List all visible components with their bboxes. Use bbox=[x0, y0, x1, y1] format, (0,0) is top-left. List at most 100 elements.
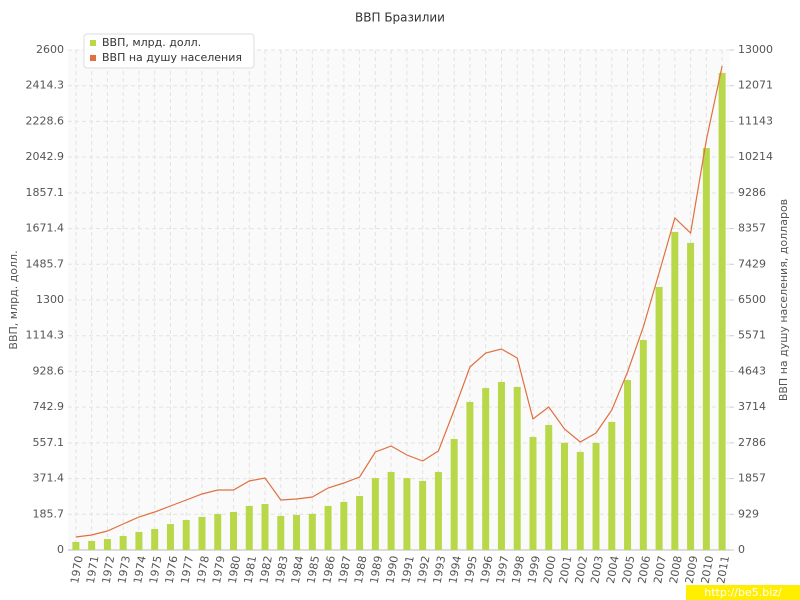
y2-tick-label: 3714 bbox=[738, 400, 766, 413]
bar bbox=[119, 535, 127, 550]
bar bbox=[482, 388, 490, 550]
bar bbox=[529, 436, 537, 550]
y-tick-label: 2042.9 bbox=[26, 150, 65, 163]
x-tick-label: 1976 bbox=[163, 555, 181, 585]
bar bbox=[624, 380, 632, 550]
bar bbox=[277, 515, 285, 550]
x-tick-label: 2007 bbox=[651, 555, 669, 585]
x-tick-label: 1970 bbox=[68, 555, 86, 585]
bar bbox=[151, 529, 159, 550]
x-tick-label: 1993 bbox=[431, 555, 449, 585]
y-tick-label: 2228.6 bbox=[26, 114, 65, 127]
x-tick-label: 1989 bbox=[368, 555, 386, 585]
bar bbox=[371, 478, 379, 550]
x-tick-label: 1994 bbox=[446, 555, 464, 585]
x-tick-label: 1998 bbox=[509, 555, 527, 585]
x-tick-label: 2011 bbox=[714, 555, 732, 585]
bar bbox=[497, 381, 505, 550]
x-tick-label: 2000 bbox=[541, 555, 559, 585]
x-tick-label: 1992 bbox=[415, 555, 433, 585]
y-tick-label: 2600 bbox=[36, 43, 64, 56]
bar bbox=[434, 471, 442, 550]
legend: ВВП, млрд. долл. ВВП на душу населения bbox=[83, 33, 255, 69]
y2-tick-label: 8357 bbox=[738, 222, 766, 235]
x-tick-label: 2005 bbox=[620, 555, 638, 585]
bar bbox=[88, 540, 96, 550]
x-tick-label: 2009 bbox=[683, 555, 701, 585]
bar bbox=[72, 541, 80, 550]
y2-tick-label: 0 bbox=[738, 543, 745, 556]
bar bbox=[387, 471, 395, 550]
y-tick-label: 1671.4 bbox=[26, 222, 65, 235]
bar bbox=[308, 513, 316, 550]
x-tick-label: 1974 bbox=[131, 555, 149, 585]
y2-tick-label: 929 bbox=[738, 507, 759, 520]
x-tick-label: 1999 bbox=[525, 555, 543, 585]
bar bbox=[718, 72, 726, 550]
x-tick-label: 1988 bbox=[352, 555, 370, 585]
x-tick-label: 1982 bbox=[257, 555, 275, 585]
bar bbox=[608, 421, 616, 550]
line bbox=[75, 65, 723, 538]
bar bbox=[324, 505, 332, 550]
y2-tick-label: 1857 bbox=[738, 472, 766, 485]
x-tick-label: 1996 bbox=[478, 555, 496, 585]
y-tick-label: 928.6 bbox=[33, 364, 65, 377]
bar bbox=[230, 511, 237, 550]
x-tick-label: 1971 bbox=[84, 555, 102, 585]
legend-box bbox=[83, 33, 255, 69]
y-tick-label: 1114.3 bbox=[26, 329, 65, 342]
x-tick-label: 1995 bbox=[462, 555, 480, 585]
watermark-bg bbox=[686, 585, 800, 600]
y2-tick-label: 10214 bbox=[738, 150, 773, 163]
bar bbox=[671, 231, 679, 550]
bar bbox=[293, 515, 301, 550]
y2-tick-label: 5571 bbox=[738, 329, 766, 342]
y2-tick-label: 7429 bbox=[738, 257, 766, 270]
y2-tick-label: 11143 bbox=[738, 114, 773, 127]
y2-tick-label: 9286 bbox=[738, 186, 766, 199]
y2-axis-label: ВВП на душу населения, долларов bbox=[777, 199, 790, 401]
x-tick-label: 1973 bbox=[115, 555, 133, 585]
x-tick-label: 1986 bbox=[320, 555, 338, 585]
x-tick-label: 1979 bbox=[210, 555, 228, 585]
x-tick-label: 2004 bbox=[604, 555, 622, 585]
legend-swatch bbox=[90, 55, 96, 61]
x-tick-label: 1980 bbox=[226, 555, 244, 585]
bar bbox=[198, 516, 206, 550]
x-tick-label: 1991 bbox=[399, 555, 417, 585]
bar bbox=[513, 386, 521, 550]
watermark: http://be5.biz/ bbox=[704, 586, 782, 599]
x-tick-label: 1985 bbox=[305, 555, 323, 585]
x-tick-label: 2003 bbox=[588, 555, 606, 585]
x-tick-label: 1984 bbox=[289, 555, 307, 585]
legend-label: ВВП, млрд. долл. bbox=[102, 36, 201, 49]
legend-swatch bbox=[90, 40, 96, 46]
y-tick-label: 0 bbox=[57, 543, 64, 556]
bar bbox=[166, 524, 174, 550]
x-tick-label: 2008 bbox=[667, 555, 685, 585]
bar bbox=[182, 520, 190, 550]
y-tick-label: 1485.7 bbox=[26, 257, 65, 270]
bar bbox=[245, 505, 253, 550]
y2-tick-label: 6500 bbox=[738, 293, 766, 306]
y-axis-label: ВВП, млрд. долл. bbox=[7, 250, 20, 349]
bar bbox=[655, 286, 663, 550]
bar bbox=[356, 495, 364, 550]
y2-tick-label: 13000 bbox=[738, 43, 773, 56]
bar bbox=[687, 242, 695, 550]
bar bbox=[561, 442, 568, 550]
bar bbox=[419, 480, 427, 550]
bar bbox=[450, 439, 458, 550]
y2-tick-label: 12071 bbox=[738, 79, 773, 92]
bar bbox=[135, 531, 143, 550]
legend-label: ВВП на душу населения bbox=[102, 51, 242, 64]
bar bbox=[592, 442, 600, 550]
x-tick-label: 1981 bbox=[242, 555, 260, 585]
x-tick-label: 1987 bbox=[336, 555, 354, 585]
x-tick-label: 1978 bbox=[194, 555, 212, 585]
y-tick-label: 371.4 bbox=[33, 472, 65, 485]
x-tick-label: 2002 bbox=[573, 555, 591, 585]
x-tick-label: 1983 bbox=[273, 555, 291, 585]
